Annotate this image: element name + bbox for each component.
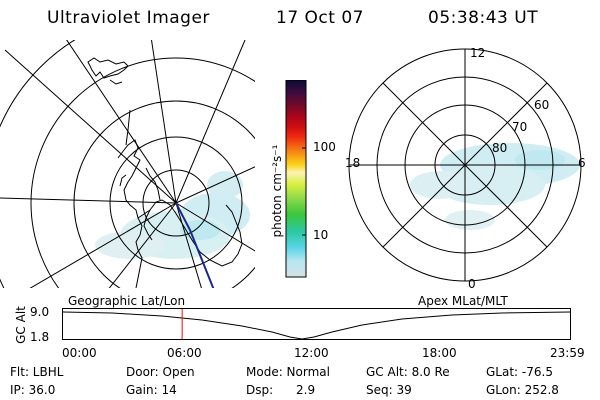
mlt-lat-70: 70 — [512, 120, 528, 134]
app-title: Ultraviolet Imager — [47, 8, 210, 28]
info-seq: Seq: 39 — [366, 383, 412, 397]
geo-satellite-track — [175, 202, 215, 288]
geo-latitude-grid — [0, 40, 255, 288]
observation-time: 05:38:43 UT — [428, 8, 539, 28]
colorbar-unit-label: photon cm⁻²s⁻¹ — [270, 144, 284, 238]
colorbar-tick-100: 100 — [313, 140, 336, 154]
mlt-polar-map — [348, 48, 582, 282]
colorbar — [285, 80, 307, 278]
alt-plot-xtick-0000: 00:00 — [62, 346, 97, 360]
mlt-label-12: 12 — [470, 46, 486, 60]
geographic-map — [0, 40, 255, 288]
info-filter: Flt: LBHL — [10, 365, 64, 379]
geo-coastlines — [87, 57, 243, 288]
info-door: Door: Open — [126, 365, 195, 379]
mlt-lat-60: 60 — [534, 98, 550, 112]
alt-plot-xtick-2359: 23:59 — [550, 346, 585, 360]
altitude-timeline-plot — [62, 308, 571, 340]
mlt-label-0: 0 — [468, 277, 476, 291]
info-gain: Gain: 14 — [126, 383, 177, 397]
observation-date: 17 Oct 07 — [276, 8, 364, 28]
info-glat: GLat: -76.5 — [486, 365, 553, 379]
alt-plot-xtick-1200: 12:00 — [294, 346, 329, 360]
info-dsp: Dsp: 2.9 — [246, 383, 316, 397]
info-mode: Mode: Normal — [246, 365, 330, 379]
info-gc-alt: GC Alt: 8.0 Re — [366, 365, 450, 379]
mlt-map-label: Apex MLat/MLT — [418, 294, 508, 308]
alt-plot-ytick-max: 9.0 — [30, 305, 50, 319]
geo-meridian-grid — [0, 40, 255, 288]
colorbar-tick-10: 10 — [313, 228, 329, 242]
info-ip: IP: 36.0 — [10, 383, 56, 397]
alt-plot-xtick-0600: 06:00 — [167, 346, 202, 360]
mlt-label-18: 18 — [345, 156, 361, 170]
altitude-curve — [62, 311, 571, 340]
mlt-label-6: 6 — [578, 156, 586, 170]
info-glon: GLon: 252.8 — [486, 383, 559, 397]
mlt-radial-lines — [349, 49, 581, 281]
mlt-lat-80: 80 — [492, 141, 508, 155]
alt-plot-ylabel: GC Alt — [14, 306, 28, 344]
geo-map-label: Geographic Lat/Lon — [68, 294, 186, 308]
alt-plot-ytick-min: 1.8 — [30, 330, 50, 344]
alt-plot-xtick-1800: 18:00 — [422, 346, 457, 360]
